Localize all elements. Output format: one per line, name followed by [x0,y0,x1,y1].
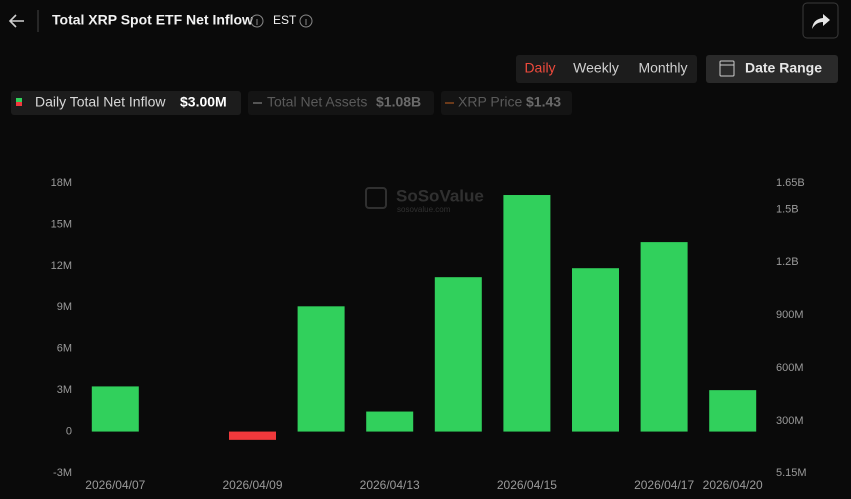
bar [297,306,345,432]
y2-tick-label: 1.65B [776,177,805,189]
tab[interactable]: Daily [524,60,555,76]
legend-label: XRP Price [458,94,523,110]
x-tick-label: 2026/04/09 [222,478,282,492]
y-tick-label: 12M [51,260,72,272]
share-icon [812,14,830,29]
watermark: SoSoValue sosovalue.com [365,186,484,214]
bar [503,195,551,432]
tab[interactable]: Monthly [638,60,687,76]
legend-swatch [16,98,22,102]
legend-swatch [16,102,22,106]
x-tick-label: 2026/04/13 [360,478,420,492]
bar [640,242,688,432]
tab-group [516,55,697,83]
bar [709,390,757,432]
date-range-button[interactable] [706,55,838,83]
legend-swatch [253,102,262,104]
calendar-icon [719,60,735,77]
watermark-logo [365,187,387,209]
y-tick-label: 0 [66,425,72,437]
x-tick-label: 2026/04/20 [703,478,763,492]
bar [229,431,276,440]
bar [434,277,482,432]
x-tick-label: 2026/04/17 [634,478,694,492]
info-icon[interactable] [250,14,264,28]
legend-item[interactable] [248,91,434,115]
date-range-label: Date Range [745,60,822,76]
y2-tick-label: 900M [776,309,804,321]
y-tick-label: 9M [57,301,72,313]
legend-value: $1.43 [526,94,561,110]
legend-item[interactable] [441,91,572,115]
legend-label: Total Net Assets [267,94,367,110]
tab[interactable]: Weekly [573,60,619,76]
y-tick-label: 3M [57,384,72,396]
back-button[interactable] [8,14,24,28]
watermark-brand: SoSoValue [396,186,484,205]
plot: -3M 0 3M 6M 9M 12M 15M 18M 5.15M 300M 600M 900M 1.2B… [51,177,807,492]
timezone: EST [273,13,297,27]
y2-tick-label: 1.2B [776,256,799,268]
y2-tick-label: 600M [776,362,804,374]
legend-label: Daily Total Net Inflow [35,94,166,110]
bar [91,386,139,432]
legend-value: $1.08B [376,94,421,110]
bar [572,268,619,432]
y2-tick-label: 300M [776,415,804,427]
y2-tick-label: 1.5B [776,203,799,215]
y-tick-label: -3M [53,467,72,479]
x-tick-label: 2026/04/07 [85,478,145,492]
legend-item[interactable] [11,91,241,115]
watermark-site: sosovalue.com [397,205,451,214]
y-tick-label: 6M [57,343,72,355]
title: Total XRP Spot ETF Net Inflow [52,12,253,28]
x-tick-label: 2026/04/15 [497,478,557,492]
y-tick-label: 18M [51,177,72,189]
bar [366,411,414,432]
info-icon[interactable] [299,14,313,28]
legend-value: $3.00M [180,94,227,110]
legend-swatch [445,102,454,104]
y2-tick-label: 5.15M [776,467,807,479]
y-tick-label: 15M [51,218,72,230]
